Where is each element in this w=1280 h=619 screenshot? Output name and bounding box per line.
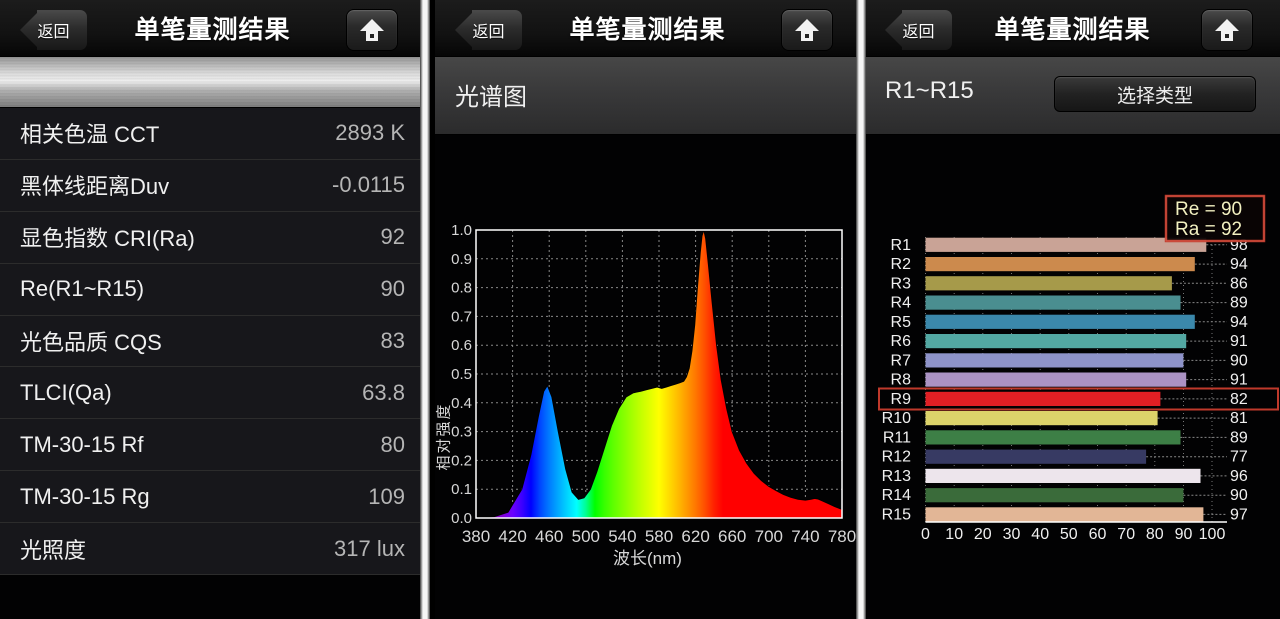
svg-text:40: 40: [1031, 526, 1049, 543]
svg-text:80: 80: [1146, 526, 1164, 543]
svg-text:82: 82: [1230, 391, 1248, 408]
svg-text:R1: R1: [891, 237, 912, 254]
svg-text:R4: R4: [891, 295, 912, 312]
svg-text:R13: R13: [882, 468, 911, 485]
svg-text:R5: R5: [891, 314, 912, 331]
svg-text:0.0: 0.0: [451, 510, 472, 527]
svg-text:89: 89: [1230, 295, 1248, 312]
svg-text:60: 60: [1089, 526, 1107, 543]
svg-text:R8: R8: [891, 372, 912, 389]
svg-text:91: 91: [1230, 372, 1248, 389]
svg-text:77: 77: [1230, 449, 1248, 466]
svg-text:R2: R2: [891, 256, 912, 273]
svg-text:94: 94: [1230, 314, 1248, 331]
svg-text:94: 94: [1230, 256, 1248, 273]
svg-text:50: 50: [1060, 526, 1078, 543]
svg-text:90: 90: [1175, 526, 1193, 543]
svg-text:Re = 90: Re = 90: [1175, 199, 1242, 220]
svg-text:0.1: 0.1: [451, 481, 472, 498]
svg-text:70: 70: [1117, 526, 1135, 543]
svg-text:R15: R15: [882, 506, 911, 523]
svg-text:0.5: 0.5: [451, 366, 472, 383]
svg-text:97: 97: [1230, 506, 1248, 523]
svg-text:Ra = 92: Ra = 92: [1175, 219, 1242, 240]
svg-text:R12: R12: [882, 449, 911, 466]
svg-text:0.9: 0.9: [451, 251, 472, 268]
svg-text:R10: R10: [882, 410, 911, 427]
svg-text:0.7: 0.7: [451, 308, 472, 325]
svg-text:90: 90: [1230, 487, 1248, 504]
svg-text:0.2: 0.2: [451, 452, 472, 469]
svg-text:1.0: 1.0: [451, 222, 472, 239]
svg-text:20: 20: [974, 526, 992, 543]
svg-text:0: 0: [921, 526, 930, 543]
svg-text:R11: R11: [883, 429, 911, 446]
svg-text:81: 81: [1230, 410, 1248, 427]
svg-text:0.6: 0.6: [451, 337, 472, 354]
svg-text:86: 86: [1230, 275, 1248, 292]
svg-text:R14: R14: [882, 487, 911, 504]
svg-text:91: 91: [1230, 333, 1248, 350]
svg-text:R6: R6: [891, 333, 912, 350]
svg-text:0.4: 0.4: [451, 395, 472, 412]
svg-text:10: 10: [945, 526, 963, 543]
svg-text:90: 90: [1230, 352, 1248, 369]
svg-text:0.3: 0.3: [451, 424, 472, 441]
svg-text:30: 30: [1003, 526, 1021, 543]
svg-text:89: 89: [1230, 429, 1248, 446]
svg-text:100: 100: [1199, 526, 1226, 543]
svg-text:R7: R7: [891, 352, 912, 369]
svg-text:96: 96: [1230, 468, 1248, 485]
svg-text:R9: R9: [891, 391, 912, 408]
svg-text:R3: R3: [891, 275, 912, 292]
svg-text:0.8: 0.8: [451, 280, 472, 297]
